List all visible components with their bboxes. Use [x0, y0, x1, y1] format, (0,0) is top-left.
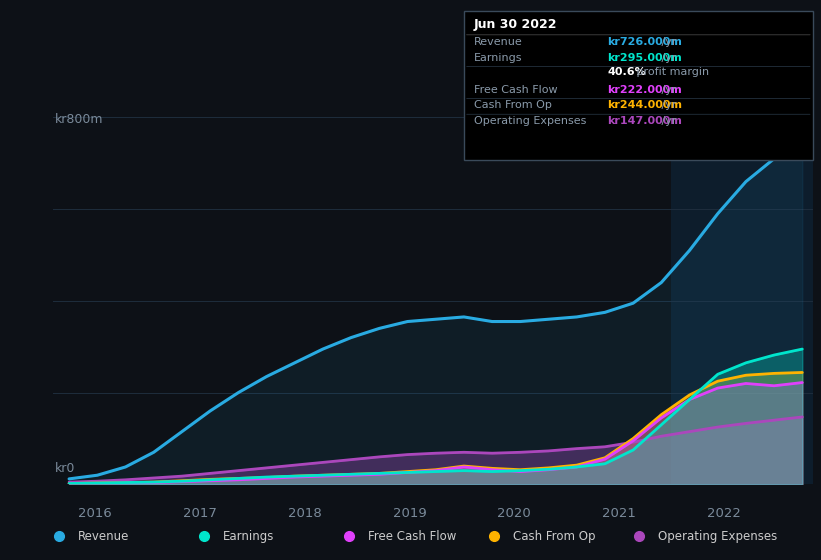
Text: kr726.000m: kr726.000m: [608, 37, 682, 47]
Text: /yr: /yr: [658, 37, 677, 47]
Text: 2018: 2018: [288, 507, 322, 520]
Text: kr222.000m: kr222.000m: [608, 85, 682, 95]
Text: 40.6%: 40.6%: [608, 67, 646, 77]
Text: 2016: 2016: [78, 507, 112, 520]
Text: Jun 30 2022: Jun 30 2022: [474, 18, 557, 31]
Text: Revenue: Revenue: [474, 37, 522, 47]
Text: kr295.000m: kr295.000m: [608, 53, 682, 63]
Text: Operating Expenses: Operating Expenses: [658, 530, 777, 543]
Text: /yr: /yr: [658, 53, 677, 63]
Text: /yr: /yr: [658, 100, 677, 110]
Text: 2019: 2019: [392, 507, 426, 520]
Text: kr800m: kr800m: [55, 113, 103, 126]
Text: Free Cash Flow: Free Cash Flow: [474, 85, 557, 95]
Text: kr0: kr0: [55, 462, 76, 475]
Text: Cash From Op: Cash From Op: [474, 100, 552, 110]
Text: Revenue: Revenue: [78, 530, 130, 543]
Text: kr147.000m: kr147.000m: [608, 116, 682, 126]
Text: 2017: 2017: [183, 507, 217, 520]
Text: Earnings: Earnings: [474, 53, 522, 63]
Text: /yr: /yr: [658, 116, 677, 126]
Text: Operating Expenses: Operating Expenses: [474, 116, 586, 126]
Text: profit margin: profit margin: [633, 67, 709, 77]
Bar: [672, 104, 813, 484]
Text: 2022: 2022: [707, 507, 741, 520]
Text: 2021: 2021: [602, 507, 636, 520]
Text: /yr: /yr: [658, 85, 677, 95]
Text: kr244.000m: kr244.000m: [608, 100, 682, 110]
Text: Free Cash Flow: Free Cash Flow: [368, 530, 456, 543]
Text: Earnings: Earnings: [223, 530, 274, 543]
Text: Cash From Op: Cash From Op: [513, 530, 596, 543]
Text: 2020: 2020: [498, 507, 531, 520]
